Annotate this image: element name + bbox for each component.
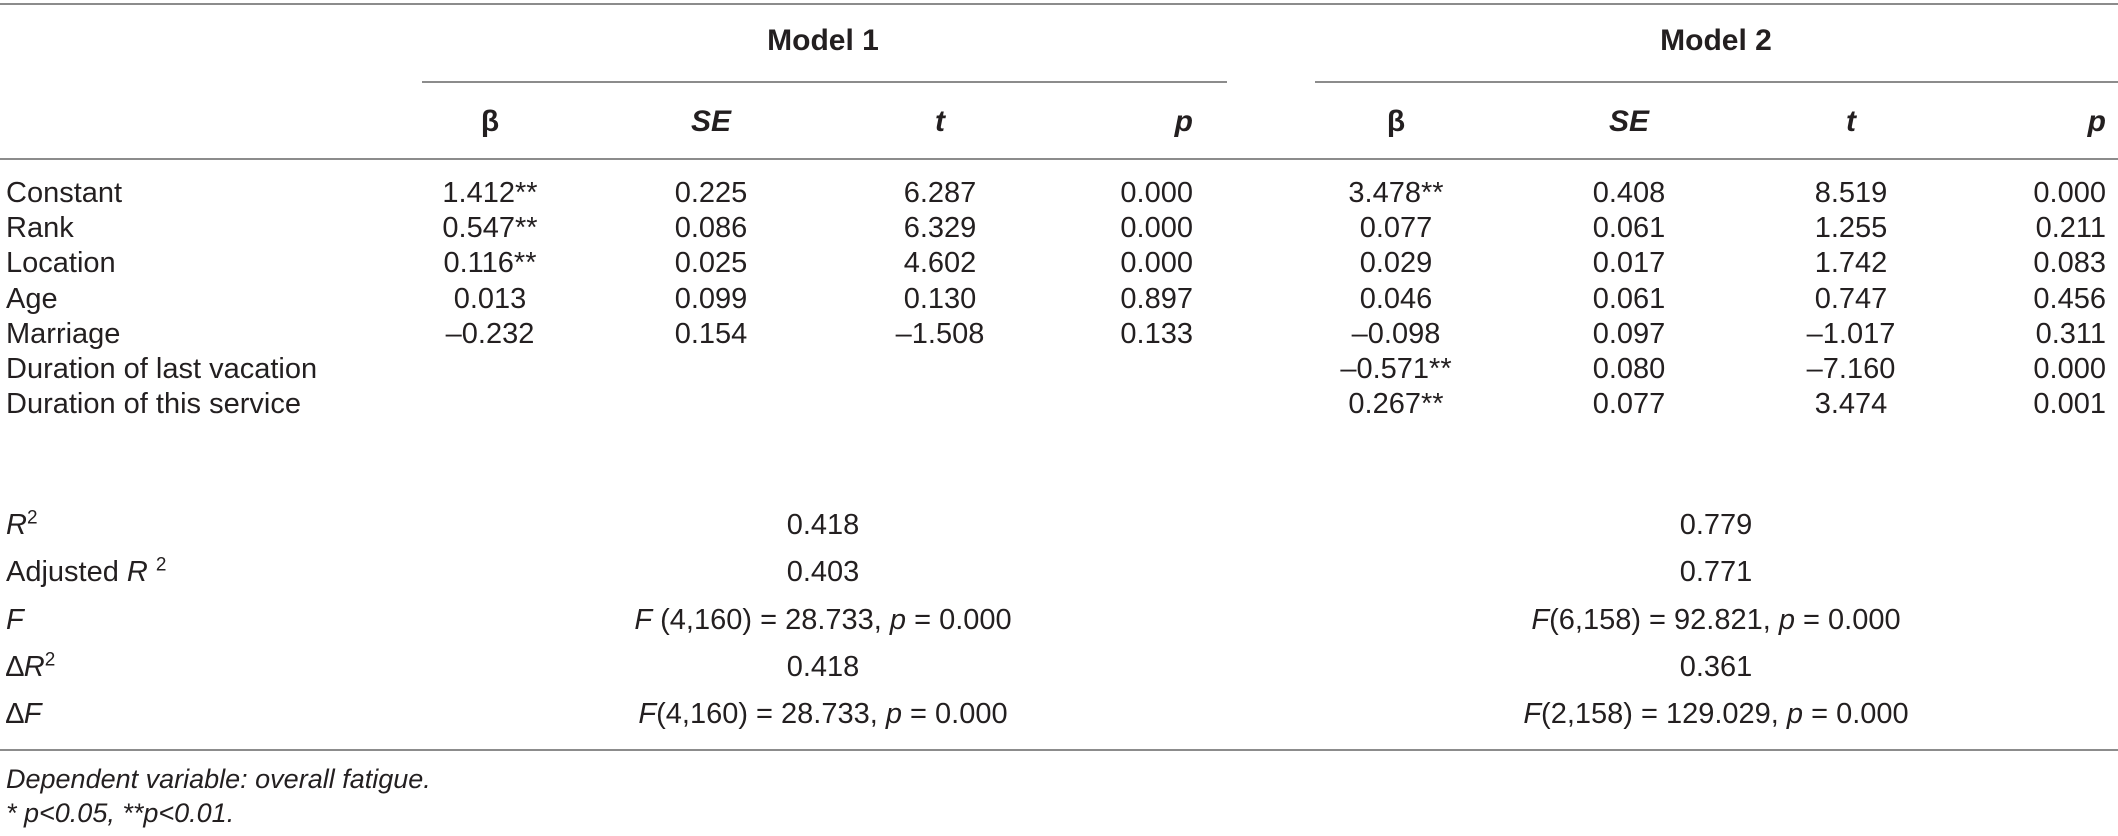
bottom-rule <box>0 749 2118 751</box>
row-label: Constant <box>6 177 123 209</box>
table-cell: 0.000 <box>1120 212 1193 244</box>
footnote-dependent-variable: Dependent variable: overall fatigue. <box>6 764 431 794</box>
table-cell: –1.017 <box>1806 318 1896 350</box>
column-header: p <box>1174 105 1193 138</box>
table-cell: 0.017 <box>1592 247 1666 279</box>
table-cell: 0.000 <box>1120 177 1193 209</box>
table-cell: 0.897 <box>1120 283 1193 315</box>
table-cell: 1.255 <box>1814 212 1888 244</box>
column-header: SE <box>1608 105 1650 138</box>
model1-header: Model 1 <box>767 24 879 57</box>
table-cell: –0.571** <box>1340 353 1452 385</box>
table-cell: 0.747 <box>1814 283 1888 315</box>
table-cell: 0.077 <box>1592 388 1666 420</box>
r2-model2: 0.779 <box>1679 509 1753 541</box>
column-header: p <box>2087 105 2106 138</box>
f-label: F <box>6 604 24 636</box>
delta-r2-model2: 0.361 <box>1679 651 1753 683</box>
table-cell: –7.160 <box>1806 353 1896 385</box>
adj-r2-model2: 0.771 <box>1679 556 1753 588</box>
row-label: Age <box>6 283 58 315</box>
column-header: SE <box>690 105 732 138</box>
r2-label: R2 <box>6 507 38 541</box>
delta-f-model1: F(4,160) = 28.733, p = 0.000 <box>638 698 1008 730</box>
table-cell: 0.000 <box>2033 353 2106 385</box>
table-cell: 0.133 <box>1120 318 1193 350</box>
table-cell: 0.154 <box>674 318 748 350</box>
table-cell: 3.474 <box>1814 388 1888 420</box>
table-cell: 0.000 <box>1120 247 1193 279</box>
table-cell: 0.000 <box>2033 177 2106 209</box>
adj-r2-label: Adjusted R 2 <box>6 554 167 588</box>
table-cell: 0.001 <box>2033 388 2106 420</box>
table-cell: 0.083 <box>2033 247 2106 279</box>
table-cell: 0.211 <box>2035 212 2106 244</box>
table-cell: 1.412** <box>442 177 538 209</box>
column-header: β <box>480 105 500 138</box>
table-cell: 3.478** <box>1348 177 1444 209</box>
row-label: Duration of last vacation <box>6 353 318 385</box>
row-label: Location <box>6 247 116 279</box>
r2-model1: 0.418 <box>786 509 860 541</box>
column-header: t <box>1846 105 1856 138</box>
model2-rule <box>1315 81 2118 83</box>
table-cell: 0.061 <box>1592 212 1666 244</box>
delta-r2-model1: 0.418 <box>786 651 860 683</box>
f-model2: F(6,158) = 92.821, p = 0.000 <box>1531 604 1901 636</box>
delta-r2-label: ∆R2 <box>6 649 56 683</box>
table-cell: 0.097 <box>1592 318 1666 350</box>
table-cell: 0.311 <box>2035 318 2106 350</box>
table-cell: 0.061 <box>1592 283 1666 315</box>
table-cell: 0.116** <box>443 247 537 279</box>
column-header: t <box>935 105 945 138</box>
table-cell: 0.029 <box>1359 247 1433 279</box>
column-header: β <box>1386 105 1406 138</box>
table-cell: 4.602 <box>903 247 977 279</box>
table-cell: 0.013 <box>453 283 527 315</box>
row-label: Duration of this service <box>6 388 301 420</box>
footnote-significance: * p<0.05, **p<0.01. <box>6 798 235 828</box>
table-cell: 6.329 <box>903 212 977 244</box>
table-cell: 8.519 <box>1814 177 1888 209</box>
table-cell: 0.456 <box>2033 283 2106 315</box>
row-label: Marriage <box>6 318 121 350</box>
table-cell: 0.547** <box>442 212 538 244</box>
f-model1: F (4,160) = 28.733, p = 0.000 <box>634 604 1012 636</box>
table-cell: 1.742 <box>1814 247 1888 279</box>
delta-f-model2: F(2,158) = 129.029, p = 0.000 <box>1523 698 1909 730</box>
table-cell: 0.130 <box>903 283 977 315</box>
table-cell: 0.408 <box>1592 177 1666 209</box>
adj-r2-model1: 0.403 <box>786 556 860 588</box>
table-cell: 0.046 <box>1359 283 1433 315</box>
top-rule <box>0 3 2118 5</box>
row-label: Rank <box>6 212 74 244</box>
table-cell: 0.077 <box>1359 212 1433 244</box>
table-cell: 0.225 <box>674 177 748 209</box>
model2-header: Model 2 <box>1660 24 1772 57</box>
table-cell: 0.080 <box>1592 353 1666 385</box>
table-cell: –0.098 <box>1351 318 1441 350</box>
table-cell: 0.267** <box>1348 388 1444 420</box>
table-cell: –1.508 <box>895 318 985 350</box>
table-cell: 0.025 <box>674 247 748 279</box>
table-cell: 0.086 <box>674 212 748 244</box>
table-cell: –0.232 <box>445 318 535 350</box>
table-cell: 6.287 <box>903 177 977 209</box>
delta-f-label: ∆F <box>6 698 42 730</box>
table-cell: 0.099 <box>674 283 748 315</box>
model1-rule <box>422 81 1227 83</box>
header-rule <box>0 158 2118 160</box>
